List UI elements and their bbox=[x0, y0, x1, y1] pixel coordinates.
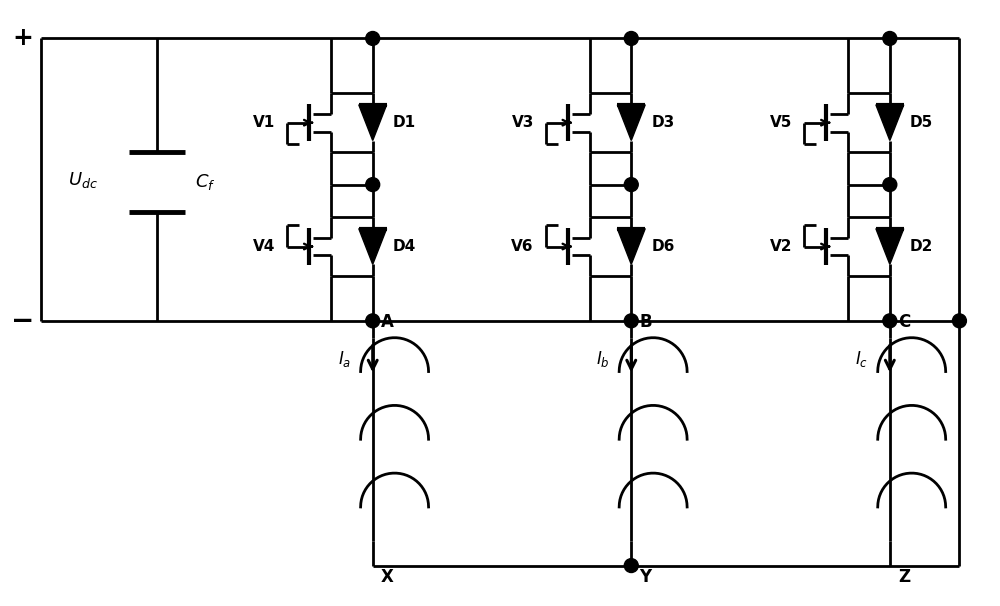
Text: $I_a$: $I_a$ bbox=[338, 349, 351, 369]
Text: $U_{dc}$: $U_{dc}$ bbox=[68, 170, 98, 190]
Text: X: X bbox=[381, 568, 394, 585]
Text: D2: D2 bbox=[910, 239, 933, 254]
Text: C: C bbox=[898, 313, 910, 331]
Polygon shape bbox=[876, 228, 904, 264]
Text: D3: D3 bbox=[651, 115, 674, 130]
Circle shape bbox=[883, 314, 897, 328]
Text: V5: V5 bbox=[770, 115, 792, 130]
Text: $C_f$: $C_f$ bbox=[195, 172, 215, 192]
Circle shape bbox=[624, 178, 638, 191]
Text: V1: V1 bbox=[253, 115, 275, 130]
Text: +: + bbox=[12, 27, 33, 50]
Text: Z: Z bbox=[898, 568, 910, 585]
Circle shape bbox=[624, 32, 638, 45]
Circle shape bbox=[883, 178, 897, 191]
Text: V6: V6 bbox=[511, 239, 534, 254]
Text: V4: V4 bbox=[253, 239, 275, 254]
Circle shape bbox=[366, 314, 380, 328]
Circle shape bbox=[883, 32, 897, 45]
Text: D1: D1 bbox=[393, 115, 416, 130]
Text: $I_c$: $I_c$ bbox=[855, 349, 868, 369]
Circle shape bbox=[366, 32, 380, 45]
Text: −: − bbox=[11, 307, 34, 335]
Text: Y: Y bbox=[639, 568, 651, 585]
Polygon shape bbox=[876, 105, 904, 141]
Text: B: B bbox=[639, 313, 652, 331]
Polygon shape bbox=[359, 105, 387, 141]
Text: V3: V3 bbox=[511, 115, 534, 130]
Circle shape bbox=[624, 314, 638, 328]
Text: D6: D6 bbox=[651, 239, 675, 254]
Polygon shape bbox=[617, 105, 645, 141]
Polygon shape bbox=[359, 228, 387, 264]
Text: $I_b$: $I_b$ bbox=[596, 349, 609, 369]
Circle shape bbox=[952, 314, 966, 328]
Text: V2: V2 bbox=[770, 239, 792, 254]
Circle shape bbox=[366, 178, 380, 191]
Polygon shape bbox=[617, 228, 645, 264]
Text: A: A bbox=[381, 313, 394, 331]
Text: D4: D4 bbox=[393, 239, 416, 254]
Circle shape bbox=[624, 559, 638, 573]
Text: D5: D5 bbox=[910, 115, 933, 130]
